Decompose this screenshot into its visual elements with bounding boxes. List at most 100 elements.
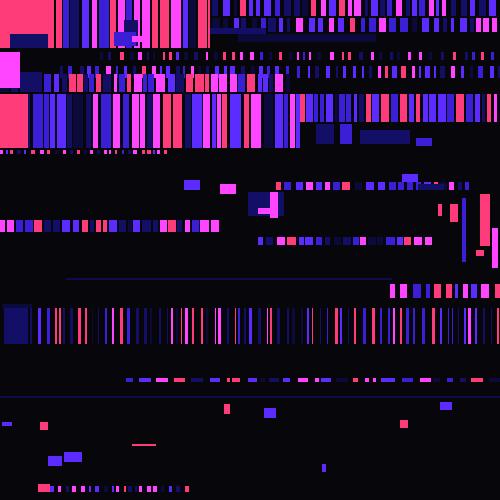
stripe-5-34 <box>275 74 283 92</box>
stripe-1-30 <box>470 0 475 16</box>
stripe-5-29 <box>238 74 245 92</box>
stripe-7-13 <box>391 94 398 122</box>
stripe-8-2 <box>10 150 13 154</box>
stripe-10-25 <box>211 220 219 232</box>
stripe-3-34 <box>408 52 411 60</box>
stripe-7-20 <box>447 94 454 122</box>
stripe-4-37 <box>385 66 388 78</box>
stripe-1-16 <box>354 0 361 16</box>
glitch-block-24 <box>480 194 490 246</box>
stripe-4-42 <box>425 66 430 78</box>
stripe-4-17 <box>206 66 209 78</box>
stripe-6-21 <box>192 94 202 148</box>
stripe-7-26 <box>494 94 497 122</box>
stripe-5-13 <box>103 74 111 92</box>
stripe-15-4 <box>81 486 85 492</box>
stripe-3-4 <box>138 52 142 60</box>
stripe-10-22 <box>185 220 190 232</box>
stripe-1-28 <box>451 0 456 16</box>
stripe-15-1 <box>58 486 61 492</box>
stripe-10-6 <box>53 220 60 232</box>
stripe-6-31 <box>284 94 288 148</box>
stripe-5-27 <box>219 74 227 92</box>
stripe-8-17 <box>115 150 117 154</box>
stripe-3-42 <box>491 52 494 60</box>
stripe-15-13 <box>139 486 142 492</box>
stripe-13-20 <box>171 308 173 344</box>
stripe-13-19 <box>167 308 168 344</box>
stripe-7-6 <box>339 94 345 122</box>
stripe-15-14 <box>147 486 151 492</box>
stripe-1-23 <box>412 0 417 16</box>
stripe-3-27 <box>342 52 344 60</box>
stripe-13-21 <box>176 308 178 344</box>
stripe-4-47 <box>470 66 473 78</box>
stripe-2-18 <box>389 18 396 32</box>
stripe-8-5 <box>31 150 35 154</box>
stripe-8-13 <box>90 150 93 154</box>
stripe-2-7 <box>279 18 283 32</box>
stripe-4-25 <box>275 66 279 78</box>
stripe-2-27 <box>476 18 481 32</box>
stripe-7-4 <box>326 94 333 122</box>
stripe-1-27 <box>442 0 446 16</box>
stripe-7-21 <box>456 94 464 122</box>
stripe-4-48 <box>478 66 483 78</box>
stripe-13-33 <box>249 308 252 344</box>
glitch-block-21 <box>438 204 442 216</box>
stripe-14-11 <box>283 378 290 382</box>
stripe-12-9 <box>481 284 489 298</box>
stripe-2-26 <box>470 18 474 32</box>
stripe-1-7 <box>275 0 280 16</box>
stripe-13-28 <box>218 308 221 344</box>
stripe-7-24 <box>482 94 485 122</box>
stripe-11-14 <box>386 237 395 245</box>
stripe-11-17 <box>414 237 422 245</box>
stripe-13-63 <box>464 308 466 344</box>
stripe-10-8 <box>73 220 79 232</box>
stripe-6-17 <box>153 94 160 148</box>
stripe-5-5 <box>44 74 51 92</box>
stripe-1-8 <box>284 0 291 16</box>
stripe-6-33 <box>296 94 300 148</box>
stripe-8-1 <box>6 150 8 154</box>
stripe-13-25 <box>201 308 203 344</box>
stripe-0-20 <box>183 0 188 48</box>
stripe-8-9 <box>63 150 66 154</box>
stripe-8-20 <box>133 150 137 154</box>
stripe-8-8 <box>55 150 59 154</box>
stripe-9-20 <box>465 182 469 190</box>
stripe-13-39 <box>292 308 295 344</box>
stripe-3-19 <box>269 52 272 60</box>
stripe-15-6 <box>95 486 99 492</box>
stripe-4-34 <box>362 66 364 78</box>
stripe-14-2 <box>156 378 168 382</box>
stripe-4-20 <box>230 66 235 78</box>
stripe-8-18 <box>122 150 124 154</box>
glitch-block-28 <box>2 304 32 308</box>
stripe-4-35 <box>369 66 372 78</box>
stripe-2-13 <box>338 18 344 32</box>
stripe-8-4 <box>24 150 26 154</box>
stripe-1-4 <box>249 0 253 16</box>
stripe-5-33 <box>269 74 273 92</box>
stripe-12-3 <box>426 284 430 298</box>
stripe-9-4 <box>316 182 322 190</box>
stripe-13-14 <box>127 308 130 344</box>
stripe-10-20 <box>168 220 176 232</box>
stripe-14-0 <box>126 378 133 382</box>
stripe-4-2 <box>80 66 84 78</box>
glitch-block-12 <box>360 130 410 144</box>
stripe-13-15 <box>136 308 139 344</box>
stripe-14-7 <box>232 378 240 382</box>
stripe-3-28 <box>348 52 351 60</box>
stripe-8-16 <box>109 150 111 154</box>
stripe-5-18 <box>143 74 147 92</box>
stripe-1-26 <box>436 0 439 16</box>
stripe-9-3 <box>306 182 313 190</box>
stripe-3-26 <box>330 52 334 60</box>
stripe-15-19 <box>185 486 189 492</box>
stripe-13-30 <box>235 308 236 344</box>
stripe-3-15 <box>232 52 235 60</box>
stripe-0-10 <box>92 0 97 48</box>
